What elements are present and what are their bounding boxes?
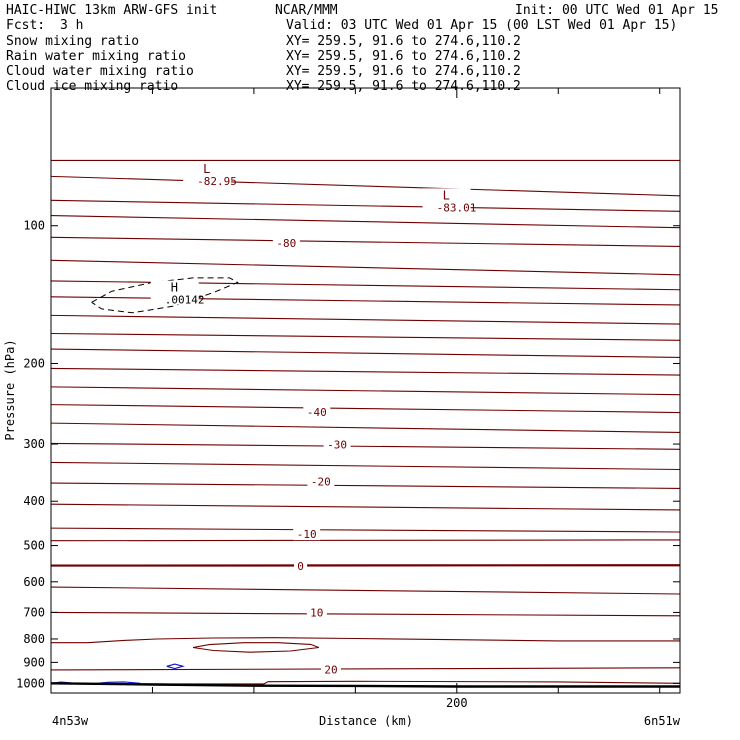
extremum-value: -83.01: [437, 201, 477, 214]
isotherm-line: [50, 348, 681, 358]
y-tick-label: 500: [23, 539, 45, 553]
isotherm-line: [50, 367, 681, 376]
contour-label: -10: [297, 528, 317, 541]
x-right-endpoint-label: 6n51w: [644, 714, 681, 728]
x-tick-label: 200: [446, 696, 468, 710]
isotherm-line: [50, 332, 681, 341]
isotherm-line: [50, 482, 681, 489]
contour-label-background: [303, 404, 331, 418]
y-axis-label: Pressure (hPa): [3, 339, 17, 440]
y-tick-label: 100: [23, 219, 45, 233]
isotherm-line: [50, 422, 681, 434]
x-axis-label: Distance (km): [319, 714, 413, 728]
isotherm-line: [50, 461, 681, 471]
isotherm-line: [50, 280, 681, 291]
cloud-ice-contour: [91, 277, 239, 314]
field-name-cloud-water: Cloud water mixing ratio: [6, 64, 194, 79]
isotherm-line: [50, 539, 681, 542]
extremum-symbol: L: [443, 188, 450, 202]
y-tick-label: 800: [23, 632, 45, 646]
plot-frame: [50, 87, 681, 694]
field-xy-rain: XY= 259.5, 91.6 to 274.6,110.2: [286, 49, 521, 64]
contour-label-background: [321, 662, 342, 676]
isotherm-line: [50, 442, 681, 450]
extremum-symbol: L: [203, 162, 210, 176]
y-tick-label: 400: [23, 494, 45, 508]
isotherm-line: [50, 259, 681, 276]
isotherm-line: [50, 527, 681, 533]
contour-label: 20: [324, 663, 337, 676]
header-valid: Valid: 03 UTC Wed 01 Apr 15 (00 LST Wed …: [286, 18, 677, 33]
header-title: HAIC-HIWC 13km ARW-GFS init: [6, 3, 217, 18]
contour-label: -20: [311, 475, 331, 488]
header-init: Init: 00 UTC Wed 01 Apr 15: [515, 3, 719, 18]
field-xy-cloud-ice: XY= 259.5, 91.6 to 274.6,110.2: [286, 79, 521, 94]
field-name-rain: Rain water mixing ratio: [6, 49, 186, 64]
plot-contents: -80-40-30-20-1001020L-82.95L-83.01H.0014…: [50, 159, 681, 688]
contour-label-background: [323, 437, 351, 451]
isotherm-line: [50, 586, 681, 595]
contour-label-background: [306, 605, 327, 619]
extremum-background: [183, 161, 232, 186]
contour-label: -40: [307, 406, 327, 419]
isotherm-line: [50, 611, 681, 617]
terrain-line: [50, 682, 680, 688]
header-fcst-label: Fcst:: [6, 18, 45, 33]
y-tick-label: 200: [23, 356, 45, 370]
y-tick-label: 300: [23, 437, 45, 451]
contour-label: 0: [297, 560, 304, 573]
field-legend: Snow mixing ratio XY= 259.5, 91.6 to 274…: [6, 34, 521, 94]
isotherm-line: [50, 314, 681, 325]
contour-label-background: [307, 474, 335, 488]
isotherm-line: [51, 680, 681, 685]
isotherm-line: [50, 667, 681, 671]
contour-label: -80: [276, 237, 296, 250]
isotherm-line: [50, 199, 681, 212]
isotherm-line: [50, 503, 681, 511]
field-xy-snow: XY= 259.5, 91.6 to 274.6,110.2: [286, 34, 521, 49]
y-tick-label: 600: [23, 575, 45, 589]
field-xy-cloud-water: XY= 259.5, 91.6 to 274.6,110.2: [286, 64, 521, 79]
isotherm-line: [50, 214, 681, 229]
header-org: NCAR/MMM: [275, 3, 338, 18]
isotherm-line: [50, 236, 681, 248]
y-tick-label: 1000: [16, 676, 45, 690]
extremum-background: [422, 188, 471, 213]
header-fcst-value: 3 h: [60, 18, 83, 33]
y-tick-label: 900: [23, 655, 45, 669]
isotherm-line: [50, 386, 681, 396]
extremum-value: .00142: [165, 294, 205, 307]
isotherm-line: [51, 637, 680, 644]
isotherm-line: [50, 175, 681, 197]
extremum-symbol: H: [171, 281, 178, 295]
extremum-value: -82.95: [197, 175, 237, 188]
contour-label: -30: [327, 439, 347, 452]
contour-label: 10: [310, 606, 323, 619]
contour-label-background: [294, 558, 308, 572]
isotherm-line: [50, 296, 681, 306]
field-name-cloud-ice: Cloud ice mixing ratio: [6, 79, 178, 94]
isotherm-closed-contour: [192, 642, 319, 653]
field-name-snow: Snow mixing ratio: [6, 34, 139, 49]
y-tick-label: 700: [23, 605, 45, 619]
cloud-water-contour: [166, 663, 185, 670]
contour-label-background: [272, 235, 300, 249]
x-left-endpoint-label: 4n53w: [52, 714, 89, 728]
extremum-background: [150, 280, 199, 305]
contour-label-background: [293, 527, 321, 541]
isotherm-line: [50, 404, 681, 414]
